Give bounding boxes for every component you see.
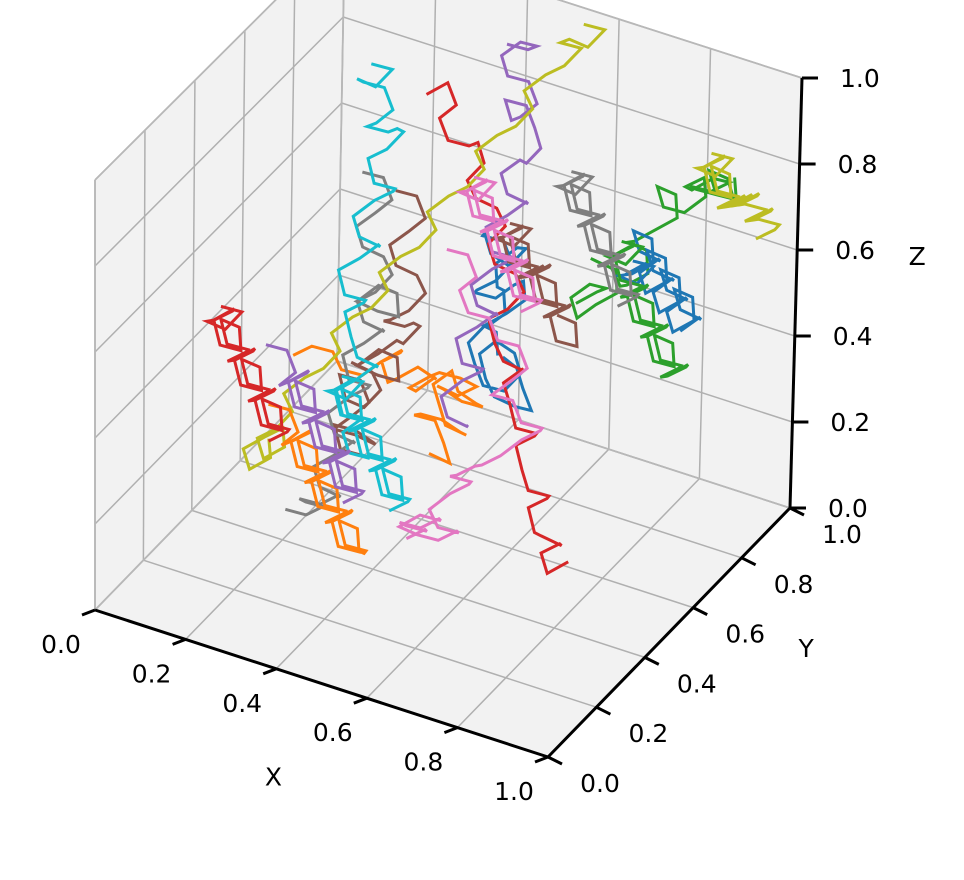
gridline-floor-y: [191, 509, 646, 659]
y-tick: [595, 705, 612, 716]
gridline-floor-x: [275, 419, 519, 670]
z-tick-label: 0.2: [830, 408, 870, 437]
z-axis-title: Z: [909, 242, 926, 271]
x-tick: [172, 638, 187, 646]
random-walk-line: [322, 374, 413, 513]
y-axis-title: Y: [797, 634, 814, 663]
gridline-leftwall-y: [191, 80, 196, 511]
random-walk-line: [292, 344, 484, 467]
gridline-backwall-x: [426, 0, 437, 391]
gridline-leftwall-z: [94, 274, 340, 525]
data-lines: [201, 22, 783, 576]
pane-left-wall: [95, 0, 344, 610]
gridline-leftwall-z: [94, 188, 341, 439]
gridline-leftwall-z: [94, 102, 343, 353]
gridline-backwall-z: [343, 16, 800, 165]
gridline-leftwall-y: [239, 30, 246, 461]
y-axis-spine: [546, 506, 792, 759]
gridline-floor-x: [456, 478, 700, 729]
y-tick-label: 0.0: [580, 769, 620, 798]
y-tick: [740, 556, 757, 567]
random-walk-line: [268, 402, 369, 556]
y-tick-label: 1.0: [822, 520, 862, 549]
random-walk-line: [395, 247, 545, 542]
gridline-leftwall-z: [94, 16, 344, 267]
axis-titles: X Y Z: [265, 242, 926, 792]
z-tick-label: 0.0: [828, 494, 868, 523]
axis-spines: [94, 77, 804, 759]
random-walk-line: [569, 167, 738, 321]
random-walk-line: [439, 40, 543, 429]
x-tick-label: 0.2: [132, 659, 172, 688]
random-walk-line: [466, 229, 534, 413]
y-tick-label: 0.6: [725, 620, 765, 649]
y-tick-label: 0.8: [774, 570, 814, 599]
pane-edge-top-left: [94, 0, 277, 181]
y-tick: [547, 755, 563, 766]
gridline-floor-x: [366, 448, 610, 699]
y-tick: [644, 656, 660, 666]
x-tick-label: 0.0: [41, 630, 81, 659]
axis-tick-labels: 0.00.20.40.60.81.0 0.00.20.40.60.81.00.00…: [41, 64, 880, 806]
gridline-floor-y: [239, 459, 694, 609]
x-tick: [81, 608, 96, 617]
random-walk-line: [201, 304, 292, 443]
z-axis-spine: [788, 77, 804, 509]
x-tick-label: 0.4: [222, 689, 262, 718]
z-tick-label: 0.4: [833, 322, 873, 351]
random-walk-line: [551, 170, 641, 308]
z-tick-label: 0.6: [835, 236, 875, 265]
pane-edge-floor-left: [94, 360, 338, 611]
z-tick-label: 0.8: [838, 150, 878, 179]
x-tick-label: 1.0: [494, 777, 534, 806]
x-tick: [353, 696, 368, 705]
x-tick: [443, 726, 458, 734]
random-walk-line: [454, 175, 544, 314]
random-walk-line: [691, 151, 783, 241]
gridline-backwall-x: [698, 48, 712, 479]
gridline-floor-y: [143, 559, 597, 708]
x-tick-label: 0.6: [313, 718, 353, 747]
y-tick: [692, 606, 708, 616]
y-tick-label: 0.2: [629, 719, 669, 748]
gridline-backwall-z: [338, 274, 793, 423]
random-walk-line: [241, 22, 608, 472]
z-tick-label: 1.0: [840, 64, 880, 93]
x-tick: [534, 755, 549, 764]
gridline-leftwall-y: [142, 130, 146, 561]
random-walk-line: [601, 239, 690, 379]
pane-edge-corner-vertical: [336, 0, 345, 362]
axis-ticks: [81, 76, 818, 766]
x-axis-spine: [94, 608, 549, 759]
x-axis-title: X: [265, 763, 282, 792]
gridline-leftwall-y: [287, 0, 296, 411]
x-tick-label: 0.8: [404, 748, 444, 777]
gridline-backwall-x: [608, 19, 620, 450]
x-tick: [262, 667, 277, 676]
gridline-backwall-z: [341, 102, 798, 251]
pane-edge-top-back: [556, 0, 803, 79]
random-walk-line: [265, 343, 366, 505]
random-walk-line: [425, 80, 569, 576]
gridline-backwall-z: [339, 188, 796, 337]
random-walk-line: [613, 228, 703, 335]
y-tick-label: 0.4: [677, 669, 717, 698]
